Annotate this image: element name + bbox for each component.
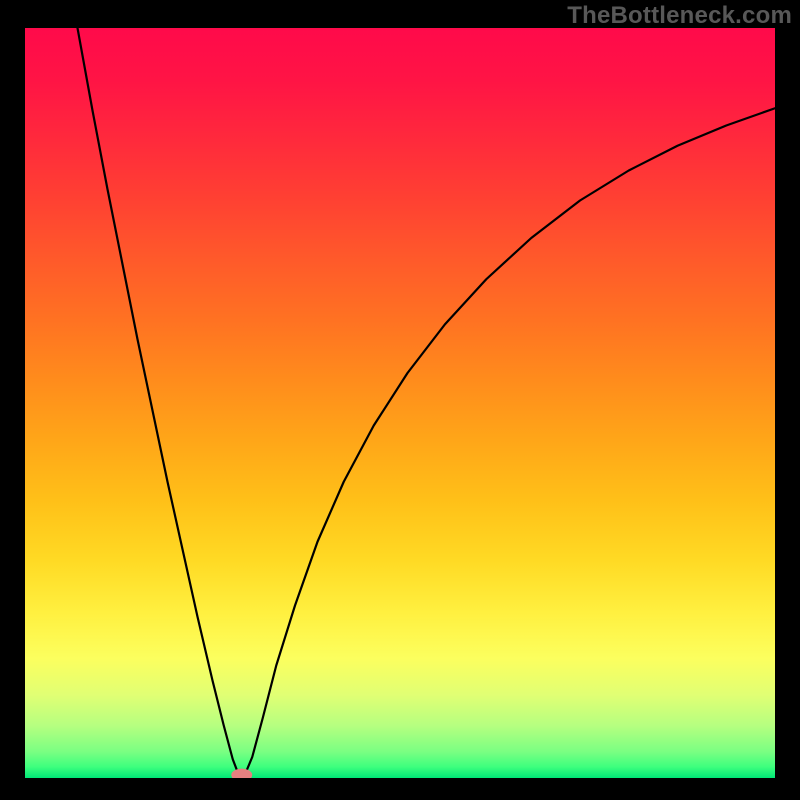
chart-background xyxy=(25,28,775,778)
watermark-text: TheBottleneck.com xyxy=(567,2,792,30)
chart-container: TheBottleneck.com xyxy=(0,0,800,800)
bottleneck-chart xyxy=(25,28,775,778)
